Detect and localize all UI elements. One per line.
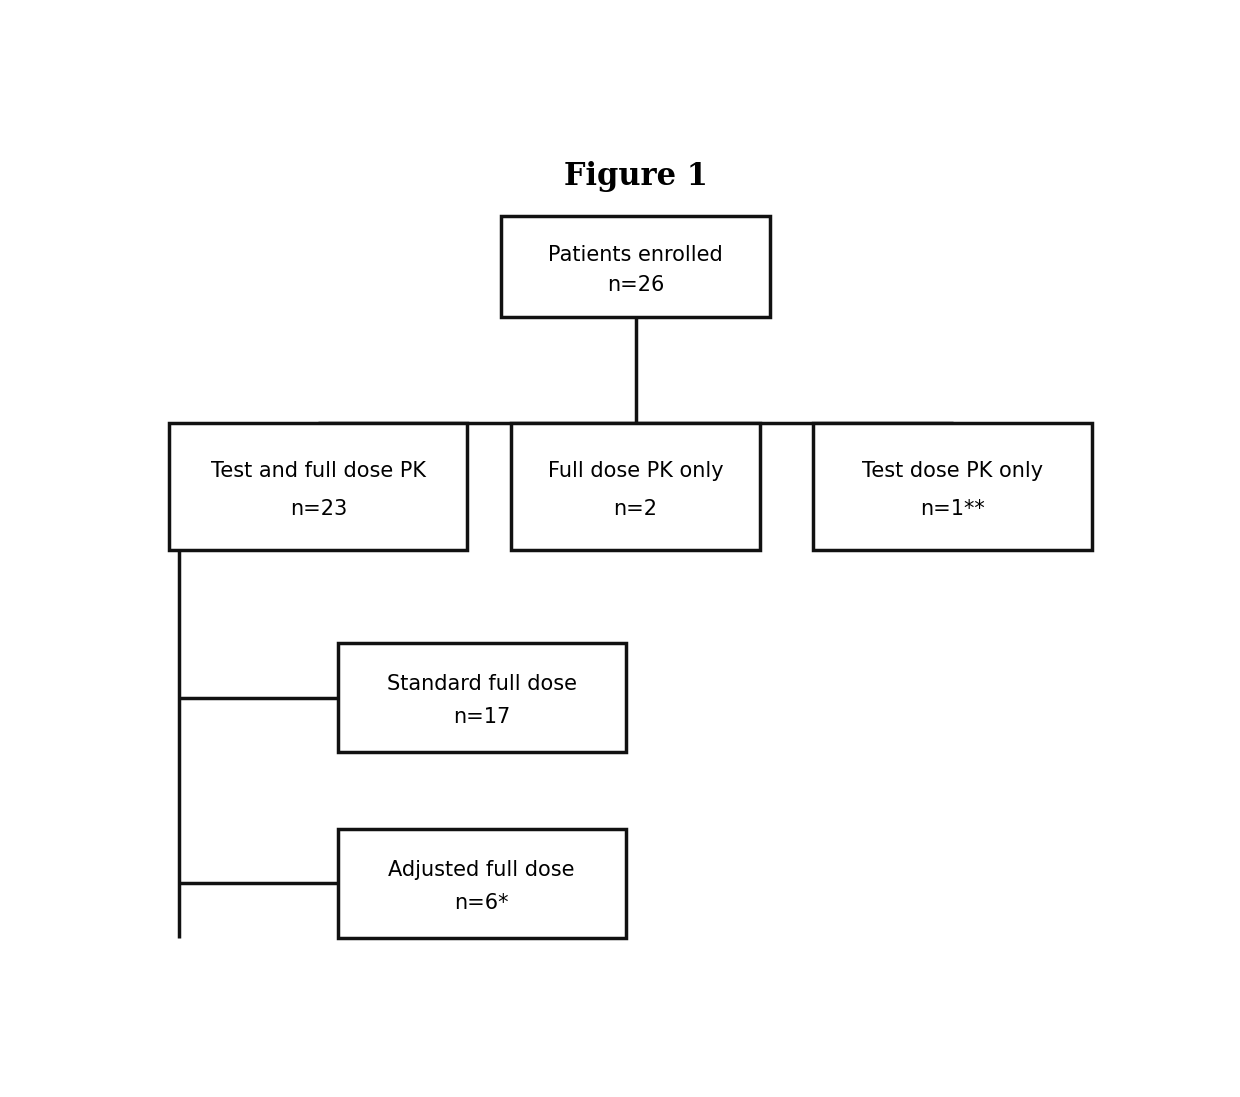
Text: n=26: n=26 — [606, 275, 665, 295]
Text: Figure 1: Figure 1 — [563, 161, 708, 192]
Bar — [337, 643, 626, 753]
Text: Standard full dose: Standard full dose — [387, 675, 577, 694]
Text: Test and full dose PK: Test and full dose PK — [211, 461, 425, 482]
Bar — [501, 216, 770, 317]
Text: Test dose PK only: Test dose PK only — [862, 461, 1043, 482]
Bar — [170, 423, 467, 550]
Bar — [337, 828, 626, 938]
Text: n=2: n=2 — [614, 499, 657, 519]
Bar — [813, 423, 1092, 550]
Text: n=6*: n=6* — [455, 893, 508, 913]
Bar — [511, 423, 760, 550]
Text: n=17: n=17 — [453, 708, 511, 727]
Text: Patients enrolled: Patients enrolled — [548, 245, 723, 264]
Text: Full dose PK only: Full dose PK only — [548, 461, 723, 482]
Text: n=1**: n=1** — [920, 499, 985, 519]
Text: n=23: n=23 — [290, 499, 347, 519]
Text: Adjusted full dose: Adjusted full dose — [388, 860, 575, 880]
